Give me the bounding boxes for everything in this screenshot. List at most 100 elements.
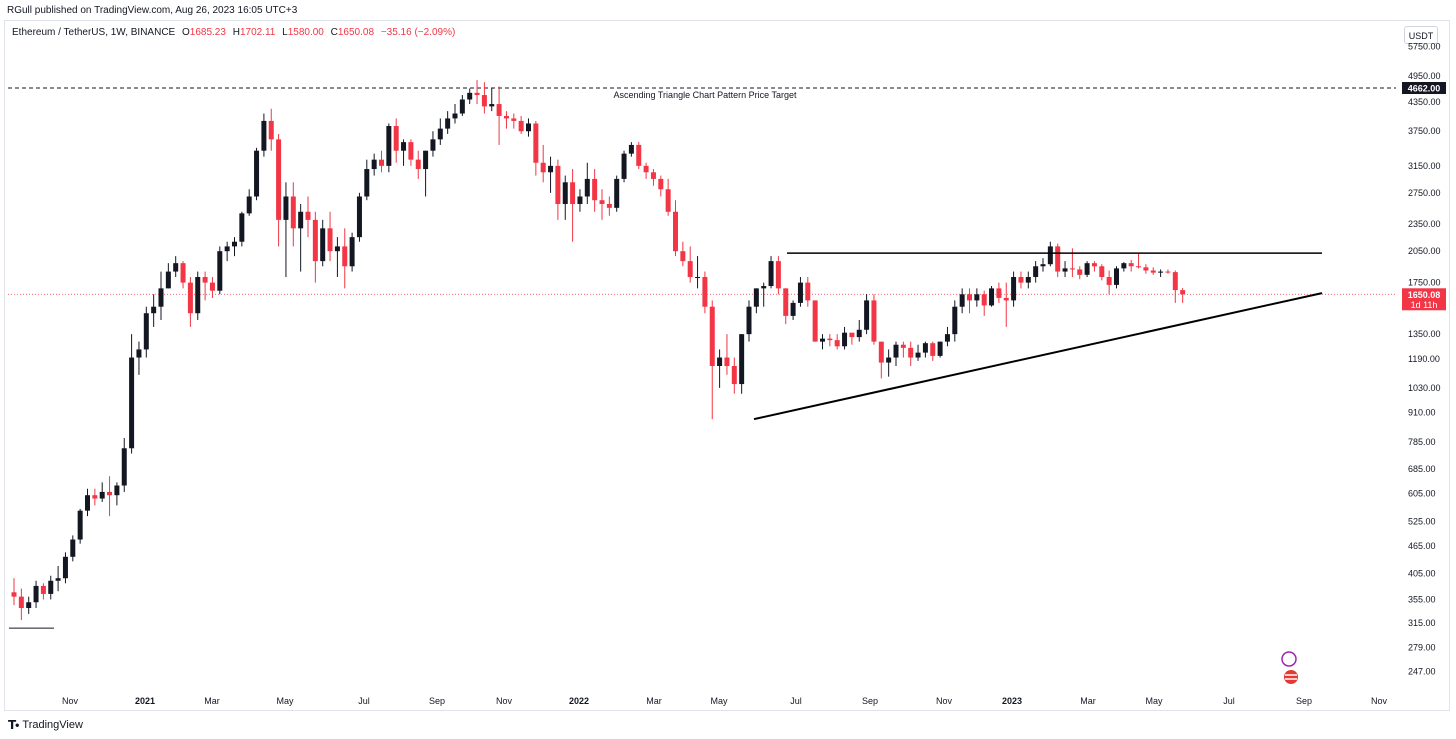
candle-body — [967, 294, 972, 301]
candle-body — [165, 271, 171, 289]
candle-body — [1055, 246, 1061, 272]
candle-body — [437, 128, 443, 140]
candle-body — [423, 150, 429, 170]
y-tick-label: 5750.00 — [1408, 41, 1441, 51]
earnings-event-icon — [1281, 651, 1297, 667]
candle-body — [430, 139, 436, 151]
candle-body — [1150, 270, 1156, 273]
candle-body — [393, 126, 399, 151]
candle-body — [26, 602, 32, 609]
candle-body — [974, 294, 980, 301]
x-tick-label: Sep — [1296, 696, 1312, 706]
candle-body — [1025, 277, 1031, 283]
publish-caption: RGull published on TradingView.com, Aug … — [7, 5, 298, 16]
y-tick-label: 1350.00 — [1408, 329, 1441, 339]
y-tick-label: 355.00 — [1408, 594, 1436, 604]
candle-body — [930, 343, 936, 356]
candle-body — [246, 196, 252, 214]
candle-body — [1128, 263, 1134, 267]
y-tick-label: 405.00 — [1408, 568, 1436, 578]
candle-body — [775, 261, 781, 289]
candle-body — [1033, 266, 1039, 278]
brand-label: TradingView — [22, 719, 83, 731]
x-tick-label: Jul — [1223, 696, 1235, 706]
candle-body — [173, 263, 179, 272]
candle-body — [290, 196, 296, 229]
candle-body — [621, 153, 627, 179]
candle-body — [55, 578, 61, 581]
candle-body — [217, 251, 223, 291]
candle-body — [731, 365, 737, 385]
candle-body — [989, 288, 995, 306]
candle-body — [452, 113, 458, 119]
us-flag-event-icon — [1284, 670, 1298, 684]
candle-body — [695, 277, 701, 279]
candle-body — [805, 282, 811, 301]
candle-body — [342, 246, 348, 267]
candle-body — [254, 150, 260, 197]
candle-body — [1062, 268, 1068, 272]
x-tick-label: 2023 — [1002, 696, 1022, 706]
candle-body — [364, 169, 370, 197]
candle-body — [820, 338, 825, 342]
candle-body — [709, 306, 715, 366]
y-tick-label: 2050.00 — [1408, 246, 1441, 256]
candle-body — [129, 357, 135, 449]
candle-body — [1121, 263, 1127, 269]
currency-button[interactable]: USDT — [1404, 26, 1438, 44]
candle-body — [232, 241, 237, 247]
candle-body — [592, 178, 598, 201]
x-tick-label: Mar — [1080, 696, 1096, 706]
close-label: C — [330, 27, 338, 38]
x-tick-label: Mar — [646, 696, 662, 706]
candle-body — [77, 510, 83, 540]
candle-body — [871, 300, 877, 342]
y-tick-label: 1190.00 — [1408, 354, 1440, 364]
candle-body — [643, 165, 649, 173]
trendline-support — [753, 292, 1323, 421]
candle-body — [849, 332, 855, 338]
y-tick-label: 1030.00 — [1408, 383, 1441, 393]
candle-body — [864, 300, 870, 330]
candle-body — [276, 139, 282, 220]
candle-body — [386, 126, 392, 166]
low-label: L — [282, 27, 288, 38]
candle-body — [158, 288, 164, 307]
candle-body — [856, 329, 862, 338]
candle-body — [1047, 246, 1053, 265]
candle-body — [1106, 277, 1112, 285]
candle-body — [959, 294, 965, 307]
candle-body — [11, 592, 17, 597]
candle-body — [1136, 266, 1142, 268]
candle-body — [628, 144, 634, 154]
x-tick-label: 2021 — [135, 696, 155, 706]
candle-body — [673, 211, 678, 252]
candle-body — [187, 282, 193, 314]
candle-body — [650, 172, 656, 179]
open-value: 1685.23 — [189, 27, 226, 38]
target-price-label: Ascending Triangle Chart Pattern Price T… — [614, 90, 797, 100]
x-tick-label: May — [710, 696, 728, 706]
candle-body — [136, 349, 142, 358]
candle-body — [753, 288, 759, 307]
candle-body — [327, 228, 333, 252]
candle-body — [1165, 271, 1171, 273]
candle-body — [687, 261, 693, 278]
x-tick-label: May — [1145, 696, 1163, 706]
y-tick-label: 785.00 — [1408, 437, 1436, 447]
x-tick-label: Sep — [429, 696, 445, 706]
candle-body — [481, 95, 487, 107]
high-label: H — [232, 27, 240, 38]
candle-body — [702, 277, 708, 307]
tradingview-brand[interactable]: 𝗧• TradingView — [8, 718, 83, 732]
candle-body — [1180, 290, 1186, 295]
candle-body — [952, 306, 958, 335]
candle-body — [489, 104, 495, 107]
close-value: 1650.08 — [337, 27, 375, 38]
candle-body — [92, 495, 98, 499]
candle-body — [408, 142, 414, 160]
low-value: 1580.00 — [287, 27, 324, 38]
candle-body — [180, 263, 186, 283]
candle-body — [143, 313, 149, 350]
